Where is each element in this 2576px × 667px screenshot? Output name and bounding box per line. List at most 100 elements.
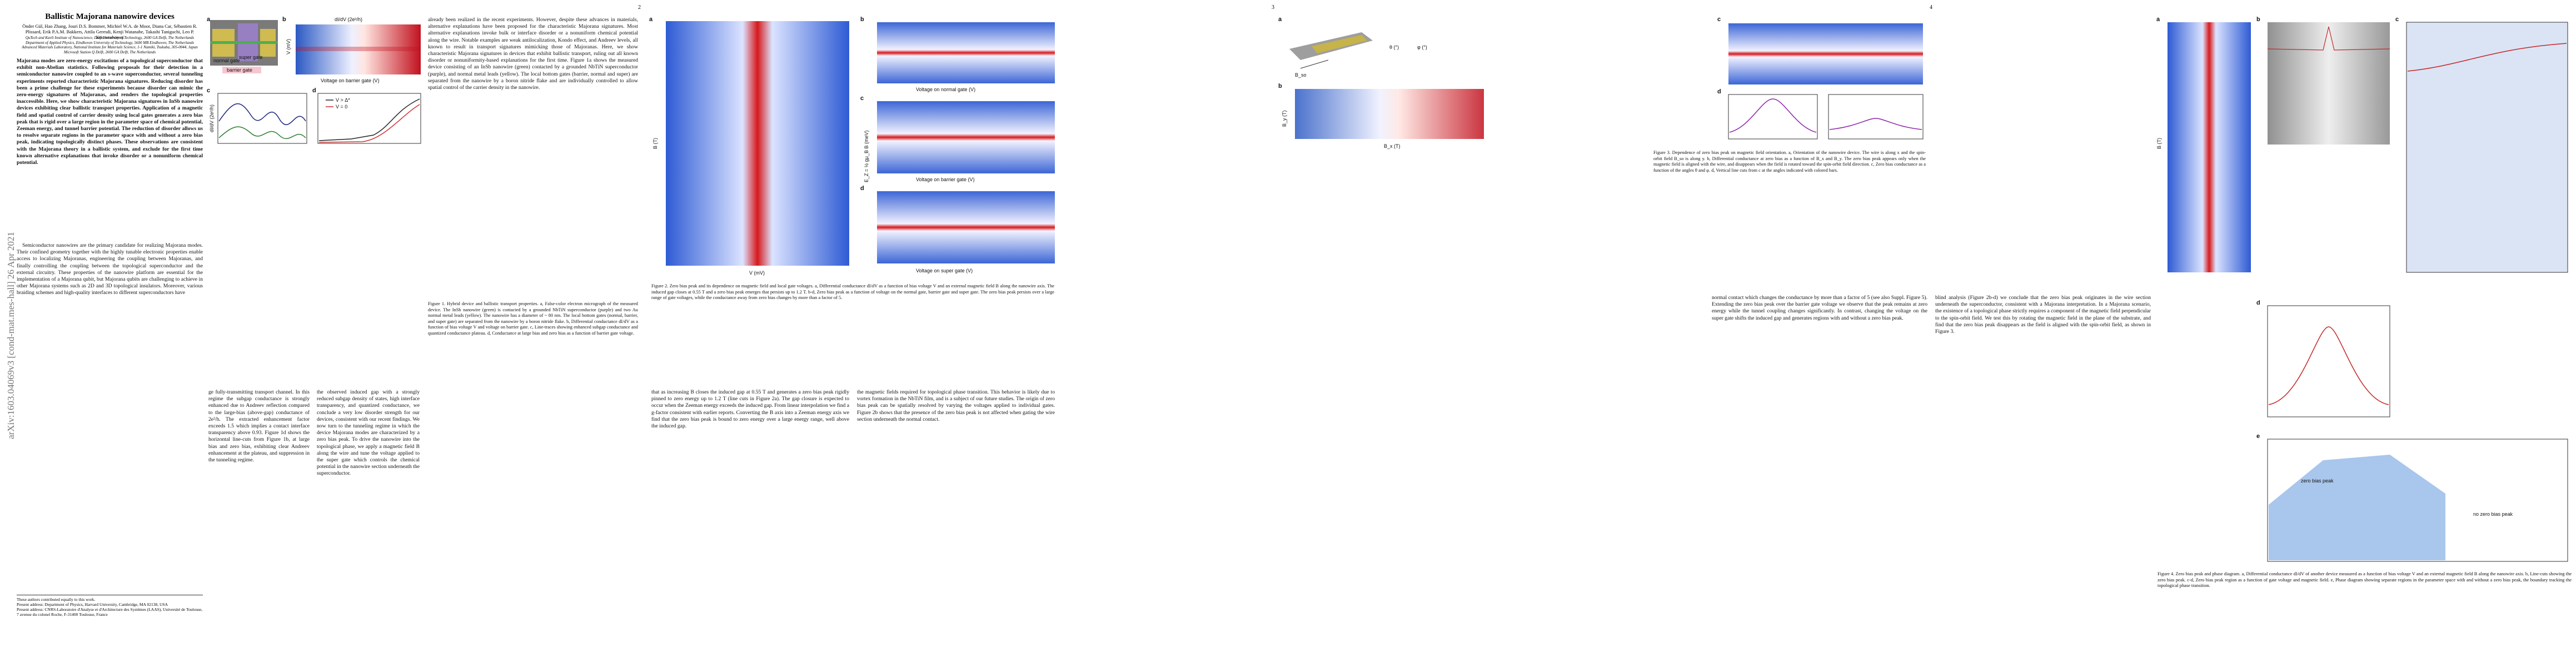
panel-label: a [649, 16, 653, 23]
trace [1829, 118, 1922, 130]
angle-label: φ (°) [1417, 44, 1427, 50]
figure-1: normal gate super gate barrier gate a b … [207, 16, 421, 144]
heatmap [666, 21, 849, 266]
figure-caption: Figure 1. Hybrid device and ballistic tr… [428, 301, 638, 336]
axis-label: Voltage on normal gate (V) [916, 87, 975, 92]
plot-frame [1728, 94, 1818, 140]
plot-frame [217, 93, 307, 144]
authors: Önder Gül, Hao Zhang, Jouri D.S. Bommer,… [22, 23, 197, 40]
axis-label: B_y (T) [1282, 110, 1287, 127]
panel-label: a [207, 16, 211, 23]
body-column: blind analysis (Figure 2b-d) we conclude… [1935, 295, 2151, 335]
legend-label: V = 0 [336, 104, 347, 109]
panel-label: b [1278, 83, 1282, 89]
panel-label: a [2156, 16, 2160, 23]
axis-label: B (T) [652, 138, 658, 149]
gate-label: normal gate [213, 58, 240, 63]
nanowire [210, 41, 278, 44]
axis-label: Voltage on barrier gate (V) [916, 177, 975, 182]
panel-label: b [860, 16, 864, 23]
figure-2: a B (T) V (mV) b Voltage on normal gate … [649, 16, 1055, 276]
heatmap [2168, 22, 2251, 272]
axis-label: Voltage on super gate (V) [916, 268, 973, 273]
trace [2267, 26, 2390, 51]
axis-label: B (T) [2156, 138, 2162, 149]
panel-label: d [860, 185, 864, 192]
affiliation: QuTech and Kavli Institute of Nanoscienc… [25, 36, 195, 40]
footnotes: These authors contributed equally to thi… [17, 595, 203, 617]
body-column: ge fully-transmitting transport channel.… [208, 389, 310, 464]
page-number: 2 [638, 4, 641, 11]
figure-3: a B_so θ (°) φ (°) b B_y (T) B_x (T) c d [1278, 16, 1924, 149]
body-column: the magnetic fields required for topolog… [857, 389, 1055, 422]
panel-label: c [1717, 16, 1721, 23]
colorbar-label: dI/dV (2e²/h) [335, 17, 362, 22]
affiliation: Department of Applied Physics, Eindhoven… [25, 40, 195, 45]
affiliation: Microsoft Station Q Delft, 2600 GA Delft… [63, 49, 156, 54]
region-label: no zero bias peak [2473, 511, 2513, 517]
axis-label: dI/dV (2e²/h) [209, 104, 215, 132]
panel-label: a [1278, 16, 1282, 23]
axis-label: V (mV) [749, 270, 765, 276]
gate-label: barrier gate [227, 67, 252, 73]
trace [1729, 98, 1817, 133]
panel-label: c [860, 95, 864, 102]
heatmap [1295, 89, 1484, 139]
axis-label: V (mV) [286, 39, 291, 54]
panel-label: c [207, 87, 210, 94]
gate-label: super gate [239, 54, 263, 60]
region-label: zero bias peak [2301, 478, 2334, 484]
legend-label: V > Δ* [336, 97, 350, 103]
axis-arrow [1300, 59, 1329, 69]
footnote: Present address: CNRS-Laboratoire d'Anal… [17, 607, 203, 617]
figure-caption: Figure 2. Zero bias peak and its depende… [651, 283, 1054, 301]
body-column: normal contact which changes the conduct… [1712, 295, 1927, 321]
trace [318, 104, 420, 143]
heatmap [1728, 23, 1923, 84]
title: Ballistic Majorana nanowire devices [45, 12, 175, 21]
figure-caption: Figure 4. Zero bias peak and phase diagr… [2158, 571, 2572, 589]
angle-label: θ (°) [1389, 44, 1399, 50]
panel-label: b [2256, 16, 2260, 23]
trace [2407, 43, 2567, 72]
panel-label: d [1717, 88, 1721, 95]
plot-frame [2267, 305, 2390, 417]
plot-frame [2406, 22, 2568, 273]
body-column: already been realized in the recent expe… [428, 17, 638, 91]
panel-label: d [2256, 300, 2260, 306]
phase-region [2269, 455, 2445, 560]
body-column: that as increasing B closes the induced … [651, 389, 849, 430]
axis-label: B_x (T) [1384, 143, 1401, 149]
arxiv-stamp: arXiv:1603.04069v3 [cond-mat.mes-hall] 2… [6, 232, 16, 439]
trace [318, 98, 420, 141]
trace [218, 126, 306, 140]
device-sketch [1312, 35, 1367, 53]
figure-4: a B (T) b c d e zero bias peak no zero b… [2156, 16, 2568, 562]
affiliation: Advanced Materials Laboratory, National … [22, 45, 198, 49]
panel-label: b [282, 16, 286, 23]
plot-frame [1828, 94, 1924, 140]
panel-label: d [312, 87, 316, 94]
page-number: 4 [1930, 4, 1932, 11]
figure-caption: Figure 3. Dependence of zero bias peak o… [1653, 150, 1926, 173]
panel-label: c [2395, 16, 2399, 23]
body-column: the observed induced gap with a strongly… [317, 389, 420, 477]
plot-frame [317, 93, 421, 144]
affiliations: QuTech and Kavli Institute of Nanoscienc… [17, 36, 203, 54]
axis-label: Voltage on barrier gate (V) [321, 78, 380, 83]
gate-badge [222, 67, 261, 73]
trace [218, 103, 306, 126]
heatmap [877, 101, 1055, 173]
page-number: 3 [1272, 4, 1274, 11]
heatmap [877, 22, 1055, 83]
field-label: B_so [1295, 72, 1307, 78]
footnote: Present address: Department of Physics, … [17, 602, 168, 607]
abstract: Majorana modes are zero-energy excitatio… [17, 58, 203, 166]
panel-label: e [2256, 433, 2260, 440]
heatmap [296, 24, 421, 74]
plot-frame [2267, 439, 2568, 562]
linecut-panel [2268, 22, 2390, 145]
intro-paragraph: Semiconductor nanowires are the primary … [17, 242, 203, 296]
heatmap [877, 191, 1055, 263]
